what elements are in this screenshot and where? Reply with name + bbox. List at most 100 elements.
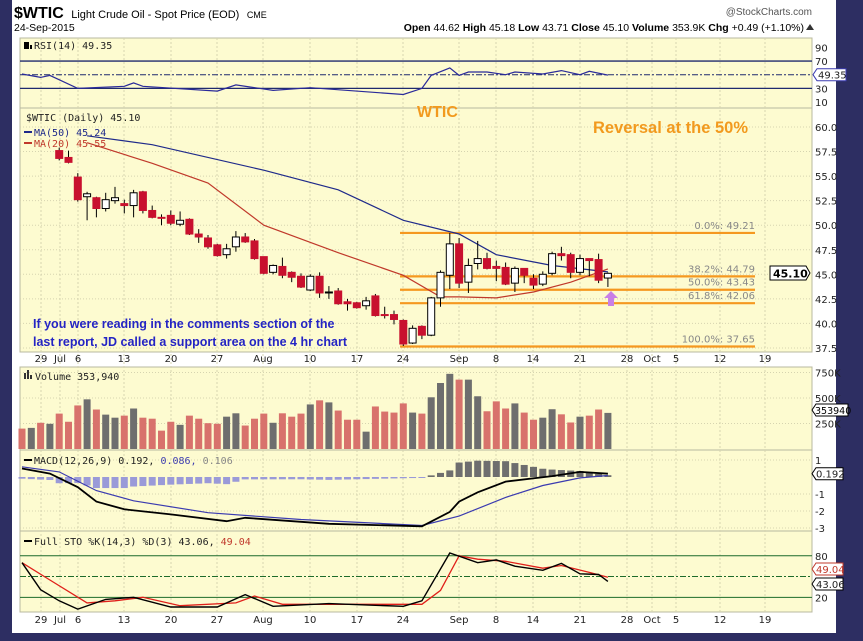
volume-bar bbox=[316, 400, 324, 449]
candle bbox=[176, 211, 185, 227]
volume-bar bbox=[241, 425, 249, 449]
x-tick-label: Jul bbox=[53, 354, 66, 365]
candle bbox=[362, 296, 371, 310]
macd-histogram-bar bbox=[92, 477, 100, 489]
x-tick-label: 8 bbox=[493, 354, 499, 365]
candle-body bbox=[83, 193, 92, 198]
ma50-line bbox=[87, 135, 608, 273]
volume-tick-label: 500K bbox=[815, 394, 841, 405]
candle-body bbox=[557, 253, 566, 257]
candle-body bbox=[259, 256, 268, 274]
volume-bar bbox=[92, 409, 100, 449]
volume-bar bbox=[269, 422, 277, 449]
candle-body bbox=[278, 265, 287, 276]
candle-body bbox=[138, 191, 147, 211]
candle bbox=[557, 246, 566, 261]
macd-histogram-bar bbox=[269, 477, 277, 480]
candle bbox=[520, 267, 529, 284]
change-label: Chg bbox=[708, 22, 728, 34]
candle bbox=[241, 233, 250, 243]
x-tick-label: 17 bbox=[351, 615, 364, 626]
macd-histogram-bar bbox=[278, 477, 286, 480]
rsi-tick-label: 10 bbox=[815, 98, 828, 109]
sto-last-boxes: 49.04 43.06 bbox=[811, 562, 845, 591]
rsi-tick-label: 70 bbox=[815, 57, 828, 68]
candle-body bbox=[166, 214, 175, 224]
price-tick-label: 52.5 bbox=[815, 197, 837, 208]
volume-bar bbox=[306, 404, 314, 449]
x-tick-label: 21 bbox=[574, 354, 587, 365]
volume-bar bbox=[27, 427, 35, 449]
candle bbox=[548, 251, 557, 276]
candle-body bbox=[315, 275, 324, 294]
candle bbox=[297, 273, 305, 289]
candle-body bbox=[501, 266, 510, 285]
candle-body bbox=[473, 258, 482, 264]
candle bbox=[380, 306, 389, 319]
candle bbox=[352, 301, 361, 309]
macd-histogram-bar bbox=[576, 471, 584, 477]
candle bbox=[231, 231, 240, 252]
x-tick-label: 24 bbox=[397, 615, 410, 626]
header-title: $WTIC Light Crude Oil - Spot Price (EOD)… bbox=[14, 5, 267, 22]
candle bbox=[427, 296, 436, 337]
candle bbox=[194, 229, 203, 243]
macd-legend: MACD(12,26,9) 0.192, 0.086, 0.106 bbox=[34, 456, 233, 467]
candle-body bbox=[194, 233, 203, 238]
candle bbox=[603, 272, 612, 287]
volume-bar bbox=[325, 402, 333, 449]
macd-histogram-bar bbox=[139, 477, 147, 487]
x-tick-label: 14 bbox=[527, 615, 540, 626]
candle-body bbox=[334, 290, 343, 305]
macd-histogram-bar bbox=[148, 477, 156, 486]
candle-body bbox=[269, 264, 278, 273]
candle bbox=[185, 218, 194, 236]
open-value: 44.62 bbox=[433, 22, 459, 34]
up-triangle-icon bbox=[806, 24, 814, 30]
macd-histogram-bar bbox=[539, 468, 547, 477]
macd-histogram-bar bbox=[381, 477, 389, 479]
price-tick-label: 60.0 bbox=[815, 123, 837, 134]
candle bbox=[371, 293, 380, 317]
volume-bar bbox=[530, 419, 537, 449]
macd-histogram-bar bbox=[65, 477, 72, 484]
candle bbox=[259, 256, 268, 275]
volume-bar bbox=[297, 413, 305, 449]
volume-bar bbox=[167, 421, 175, 449]
x-tick-label: 19 bbox=[759, 354, 772, 365]
candle-body bbox=[120, 203, 129, 207]
x-tick-label: 27 bbox=[211, 354, 224, 365]
candle bbox=[464, 258, 473, 293]
candle-body bbox=[399, 319, 408, 345]
rsi-icon bbox=[24, 42, 32, 49]
candle-body bbox=[213, 244, 222, 257]
candle bbox=[111, 186, 119, 204]
volume-bar bbox=[548, 409, 556, 449]
candle-body bbox=[204, 237, 212, 248]
x-tick-label: 8 bbox=[493, 615, 499, 626]
volume-bar bbox=[260, 413, 268, 449]
fib-level-label: 100.0%: 37.65 bbox=[682, 334, 755, 345]
ohlc-summary: Open 44.62 High 45.18 Low 43.71 Close 45… bbox=[404, 22, 804, 34]
macd-histogram-bar bbox=[399, 477, 407, 479]
candle bbox=[585, 258, 594, 277]
x-tick-label: 5 bbox=[673, 615, 679, 626]
candle-body bbox=[566, 254, 575, 273]
price-tick-label: 57.5 bbox=[815, 148, 837, 159]
volume-bar bbox=[557, 414, 565, 449]
macd-histogram-bar bbox=[37, 477, 45, 480]
candle-body bbox=[362, 300, 371, 307]
volume-bar bbox=[576, 416, 584, 449]
sto-d-last-value: 49.04 bbox=[816, 565, 845, 576]
macd-histogram-bar bbox=[260, 477, 268, 480]
macd-histogram-bar bbox=[483, 460, 491, 477]
ma50-legend: MA(50) 45.24 bbox=[34, 128, 106, 139]
volume-bar bbox=[18, 428, 26, 449]
macd-panel bbox=[19, 449, 813, 532]
rsi-legend: RSI(14) 49.35 bbox=[34, 41, 112, 52]
macd-histogram-bar bbox=[130, 477, 138, 487]
volume-bar bbox=[492, 401, 500, 449]
macd-histogram-bar bbox=[557, 470, 565, 477]
candle bbox=[343, 298, 352, 311]
